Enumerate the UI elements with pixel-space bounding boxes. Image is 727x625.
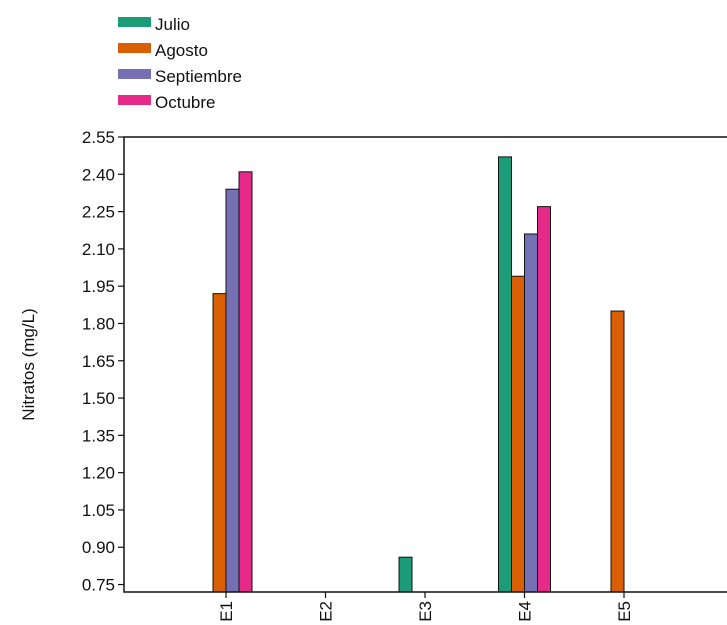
legend-label-agosto: Agosto (155, 41, 208, 60)
x-axis: E1 E2 E3 E4 E5 (217, 592, 634, 622)
y-tick-label: 1.35 (82, 426, 115, 445)
bar-e3-julio (398, 556, 413, 593)
y-tick-label: 2.10 (82, 240, 115, 259)
x-tick-label: E2 (317, 601, 336, 622)
y-tick-label: 2.25 (82, 203, 115, 222)
bar-e4-septiembre (524, 233, 538, 593)
bar-e1-septiembre (225, 188, 240, 593)
legend-swatch-octubre (118, 95, 151, 105)
y-tick-label: 0.75 (82, 576, 115, 595)
bar-e1-agosto (212, 293, 227, 593)
y-tick-label: 1.80 (82, 314, 115, 333)
y-tick-label: 2.55 (82, 128, 115, 147)
y-axis: 0.75 0.90 1.05 1.20 1.35 1.50 1.65 1.80 1.95 2.10… (82, 128, 124, 595)
legend-label-julio: Julio (155, 15, 190, 34)
legend-swatch-septiembre (118, 69, 151, 79)
x-tick-label: E4 (516, 601, 535, 622)
plot-frame (123, 136, 727, 593)
bar-e4-agosto (511, 275, 525, 593)
bar-e4-octubre (537, 206, 551, 593)
x-tick-label: E3 (416, 601, 435, 622)
legend-label-septiembre: Septiembre (155, 67, 242, 86)
x-tick-label: E1 (217, 601, 236, 622)
y-tick-label: 1.95 (82, 277, 115, 296)
y-tick-label: 1.65 (82, 352, 115, 371)
y-tick-label: 1.20 (82, 464, 115, 483)
legend-label-octubre: Octubre (155, 93, 215, 112)
x-tick-label: E5 (615, 601, 634, 622)
y-tick-label: 0.90 (82, 538, 115, 557)
legend-swatch-agosto (118, 43, 151, 53)
legend-swatch-julio (118, 17, 151, 27)
y-tick-label: 1.50 (82, 389, 115, 408)
bar-e1-octubre (238, 171, 253, 593)
bar-e4-julio (498, 156, 512, 593)
y-tick-label: 1.05 (82, 501, 115, 520)
bar-e5-agosto (610, 310, 625, 593)
y-tick-label: 2.40 (82, 165, 115, 184)
bars (212, 156, 625, 593)
legend: Julio Agosto Septiembre Octubre (118, 15, 242, 112)
y-axis-title: Nitratos (mg/L) (19, 308, 38, 420)
